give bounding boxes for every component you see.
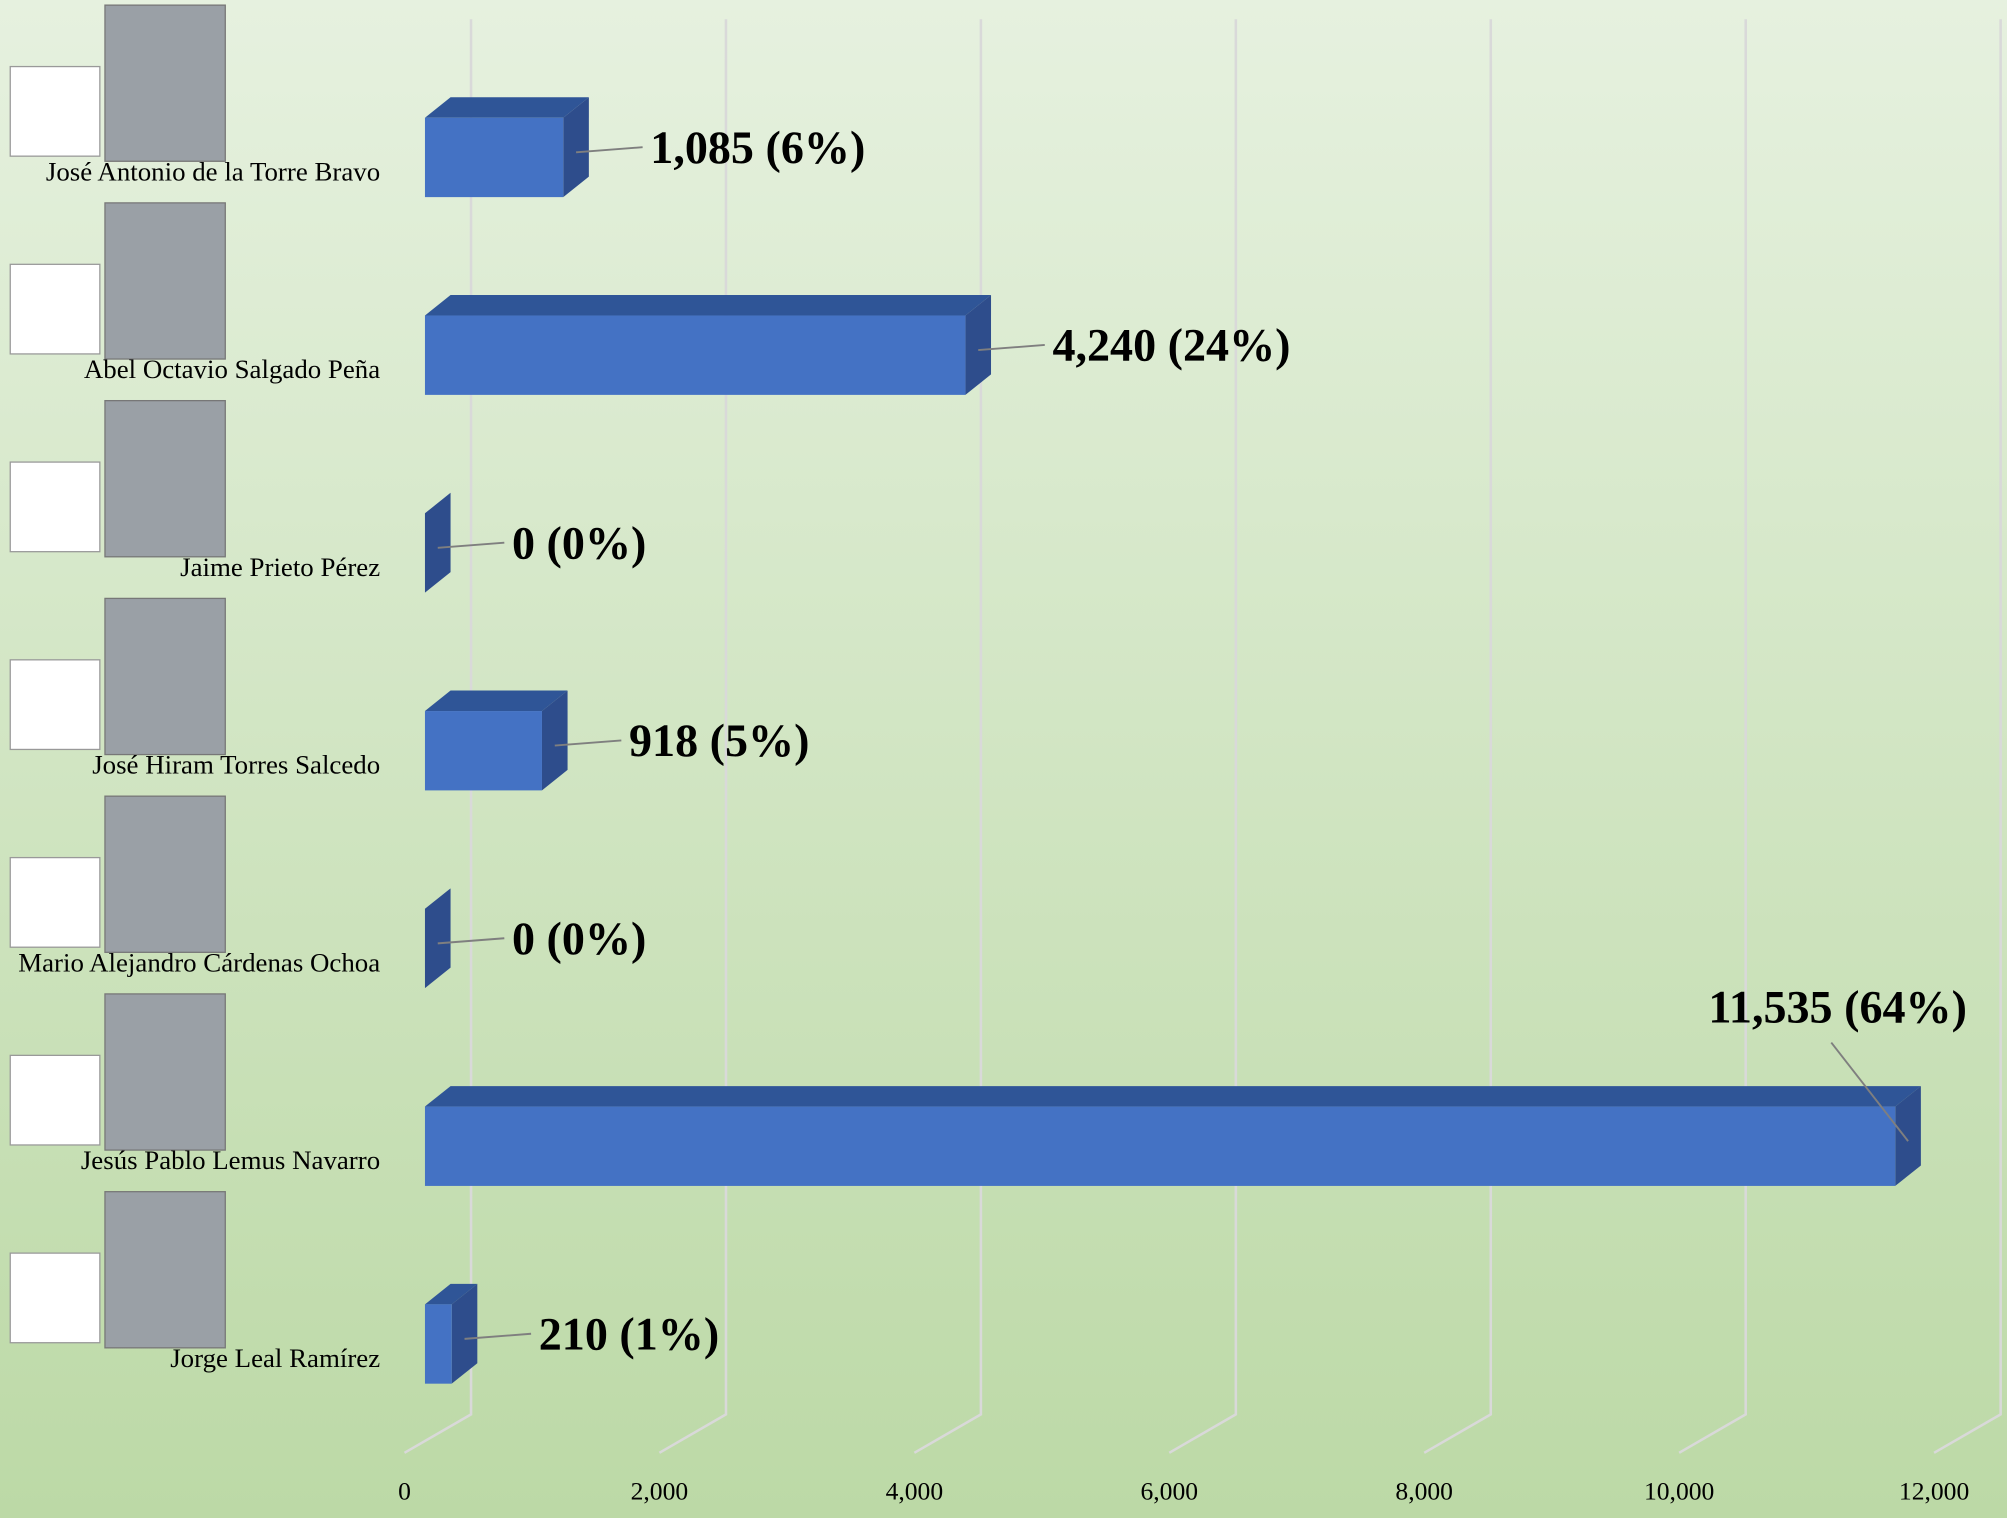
bar	[424, 690, 568, 791]
bar	[424, 295, 992, 395]
leader-line	[437, 541, 505, 549]
bar-top	[424, 690, 568, 712]
leader-line	[554, 739, 622, 747]
category-label: Mario Alejandro Cárdenas Ochoa	[18, 947, 380, 977]
grid-line	[1168, 19, 1238, 1454]
candidate-photo	[104, 597, 226, 756]
data-label: 918 (5%)	[629, 715, 809, 766]
party-logo	[9, 1252, 101, 1344]
bar-front	[424, 117, 564, 198]
candidate-photo	[104, 4, 226, 162]
bar	[424, 97, 589, 198]
x-tick-label: 8,000	[1395, 1477, 1453, 1506]
party-logo	[9, 856, 101, 948]
leader-line	[575, 146, 643, 154]
data-label: 11,535 (64%)	[1708, 981, 1967, 1032]
bar-side	[563, 97, 589, 198]
party-logo	[9, 263, 101, 355]
leader-line	[1830, 1041, 1909, 1142]
party-logo	[9, 461, 101, 553]
bar	[424, 492, 451, 593]
x-tick-label: 2,000	[631, 1477, 689, 1506]
category-label: José Hiram Torres Salcedo	[92, 750, 380, 780]
party-logo	[9, 1054, 101, 1146]
candidate-photo	[104, 795, 226, 953]
bar-side	[451, 1283, 478, 1384]
bar-front	[424, 1304, 452, 1384]
x-tick-label: 4,000	[886, 1477, 944, 1506]
leader-line	[978, 344, 1045, 352]
party-logo	[9, 65, 101, 157]
bar	[424, 1283, 478, 1384]
bar-top	[424, 97, 589, 118]
x-tick-label: 10,000	[1644, 1477, 1714, 1506]
category-label: Abel Octavio Salgado Peña	[84, 354, 380, 384]
category-label: José Antonio de la Torre Bravo	[46, 156, 380, 186]
grid-line	[913, 19, 983, 1454]
grid-line	[403, 19, 473, 1454]
category-label: Jorge Leal Ramírez	[170, 1343, 380, 1373]
bar-side	[1895, 1086, 1921, 1186]
candidate-photo	[104, 202, 226, 360]
bar-top	[424, 1283, 478, 1305]
candidate-photo	[104, 1191, 226, 1349]
x-tick-label: 12,000	[1899, 1477, 1969, 1506]
grid-line	[1678, 19, 1747, 1454]
bar-side	[424, 888, 451, 989]
data-label: 4,240 (24%)	[1052, 320, 1290, 371]
grid-line	[658, 19, 728, 1454]
grid-line	[1423, 19, 1493, 1454]
x-tick-label: 6,000	[1140, 1477, 1198, 1506]
data-label: 0 (0%)	[512, 913, 646, 964]
data-label: 0 (0%)	[512, 517, 646, 568]
category-label: Jesús Pablo Lemus Navarro	[81, 1145, 380, 1175]
bar-side	[965, 295, 992, 395]
category-label: Jaime Prieto Pérez	[180, 552, 380, 582]
x-tick-label: 0	[398, 1477, 411, 1506]
leader-line	[464, 1332, 532, 1340]
data-label: 1,085 (6%)	[650, 122, 865, 173]
bar-front	[424, 315, 966, 395]
bar-side	[424, 492, 451, 593]
plot-area: 0 2,000 4,000 6,000 8,000 10,000 12,000 1,085 (…	[9, 4, 2002, 1506]
bar	[424, 1086, 1921, 1186]
bar-front	[424, 711, 542, 791]
bar-top	[424, 1086, 1921, 1107]
candidate-photo	[104, 399, 226, 558]
bar-side	[541, 690, 568, 791]
bar-top	[424, 295, 992, 316]
bar	[424, 888, 451, 989]
bar-front	[424, 1106, 1896, 1186]
grid-line	[1933, 19, 2002, 1454]
data-label: 210 (1%)	[539, 1308, 719, 1359]
candidate-photo	[104, 993, 226, 1151]
party-logo	[9, 659, 101, 751]
leader-line	[437, 937, 505, 945]
